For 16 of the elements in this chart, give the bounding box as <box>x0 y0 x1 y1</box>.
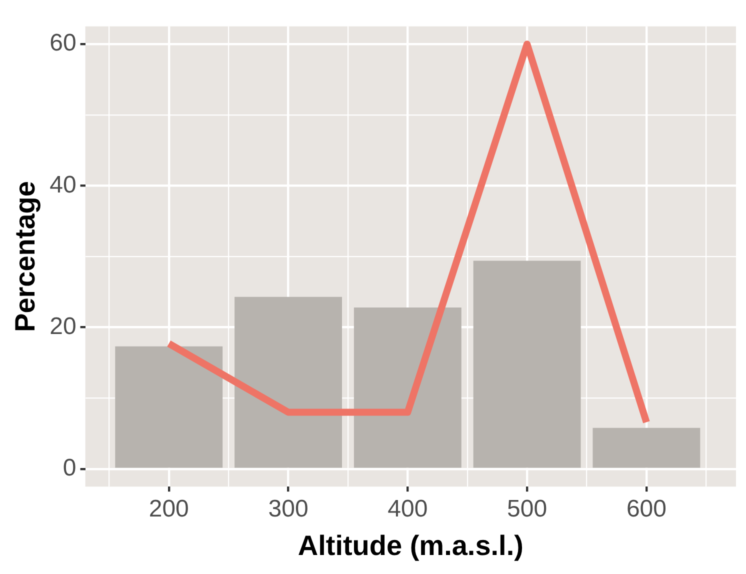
y-axis-title: Percentage <box>10 181 41 332</box>
x-tick-label: 600 <box>626 496 666 523</box>
bar <box>115 346 223 468</box>
y-tick-label: 20 <box>50 312 76 340</box>
bar <box>234 296 342 468</box>
bar <box>354 307 462 468</box>
y-tick-label: 60 <box>50 30 76 57</box>
x-tick-label: 500 <box>507 496 548 523</box>
x-tick-label: 400 <box>388 496 428 523</box>
x-tick-label: 200 <box>148 496 189 523</box>
bar <box>592 428 700 468</box>
x-axis-title: Altitude (m.a.s.l.) <box>298 530 524 561</box>
y-tick-label: 0 <box>62 454 76 482</box>
y-tick-label: 40 <box>50 171 76 198</box>
bar <box>473 260 581 468</box>
x-tick-label: 300 <box>268 496 308 523</box>
